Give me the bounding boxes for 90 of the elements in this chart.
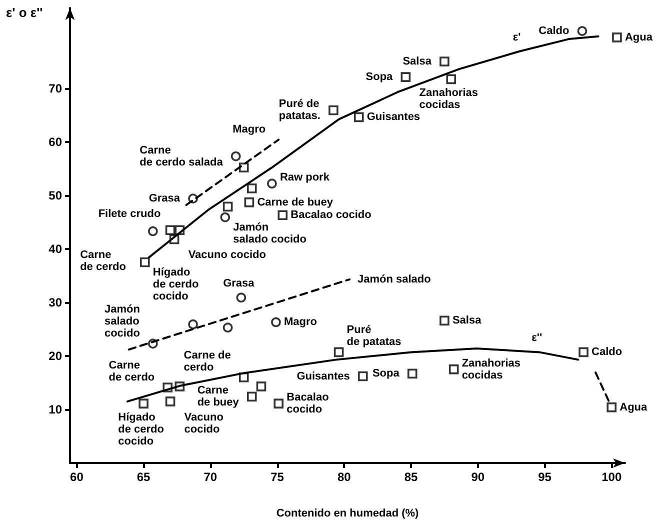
annotation: Salsa [402,56,432,68]
y-tick-label: 50 [48,188,62,202]
annotation: Carne de buey [257,196,334,208]
annotation: Magro [232,124,266,136]
point [612,32,622,42]
x-tick-label: 100 [602,470,622,484]
x-tick-label: 85 [404,470,418,484]
point [165,225,176,236]
annotation: Sopa [372,368,400,380]
x-tick-label: 65 [136,470,151,484]
annotation: Carne de cerdo [184,349,231,374]
point [577,26,588,36]
x-tick-label: 75 [270,470,284,484]
annotation: Salsa [452,314,482,327]
point [606,402,617,412]
y-tick-label: 20 [48,348,62,363]
point [274,398,284,408]
annotation: Grasa [223,278,256,290]
point [188,319,198,330]
annotation: Agua [620,401,648,414]
point [230,151,241,162]
annotation: Hígado de cerdo cocido [152,266,200,302]
x-axis-title: Contenido en humedad (%) [276,508,420,520]
point [267,178,277,188]
y-tick-label: 70 [48,81,62,96]
annotation: Guisantes [296,370,350,382]
annotation: Guisantes [366,111,420,124]
point [328,105,338,116]
point [278,210,288,220]
annotation: Caldo [592,346,622,358]
point [220,212,230,222]
point [578,347,588,358]
annotation: Vacuno cocido [184,411,224,436]
annotation: Zanahorias cocidas [419,87,478,112]
point [148,226,158,236]
annotation: ε'' [532,332,543,344]
point [354,112,364,122]
point [440,56,450,66]
point [407,368,418,379]
annotation: Sopa [366,71,394,84]
annotation: Magro [284,316,318,328]
annotation: Carne de cerdo [80,249,126,274]
annotation: Agua [624,31,654,44]
y-tick-label: 40 [48,242,62,256]
annotation: Grasa [148,192,181,205]
point [246,183,257,194]
annotation: Hígado de cerdo cocido [118,412,164,448]
point [334,347,344,358]
x-tick-label: 80 [337,470,352,484]
x-tick-label: 90 [471,470,485,484]
annotation: Carne de cerdo salada [140,144,224,168]
annotation: Jamón salado [358,273,432,286]
y-axis-title: ε' o ε'' [6,5,43,20]
point [236,292,246,302]
x-tick-label: 95 [538,470,552,484]
point [256,382,266,392]
point [238,162,249,172]
annotation: Filete crudo [98,208,161,220]
annotation: Caldo [538,25,570,38]
point [446,74,456,84]
point [246,392,257,402]
point [448,364,459,374]
annotation: Jamón salado cocido [104,304,140,340]
annotation: ε' [512,31,522,44]
x-tick-label: 70 [204,470,218,484]
point [440,316,450,326]
annotation: Raw pork [280,172,330,184]
annotation: Carne de cerdo [108,360,155,384]
annotation: Puré de patatas. [278,98,320,122]
point [140,257,150,268]
annotation: Bacalao cocido [290,209,372,222]
point [165,396,176,406]
annotation: Jamón salado cocido [233,221,307,246]
point [222,202,233,212]
point [222,322,233,332]
y-tick-label: 30 [48,295,62,310]
annotation: Zanahorias cocidas [462,357,521,382]
point [244,197,254,208]
point [358,371,368,382]
annotation: Vacuno cocido [188,249,266,262]
y-tick-label: 60 [48,134,62,149]
point [400,72,411,82]
annotation: Carne de buey [197,384,240,409]
point [238,372,249,382]
x-tick-label: 60 [70,470,84,484]
point [138,398,148,408]
annotation: Bacalao cocido [286,392,330,416]
point [271,317,281,328]
y-tick-label: 10 [48,402,62,416]
annotation: Puré de patatas [346,324,402,348]
